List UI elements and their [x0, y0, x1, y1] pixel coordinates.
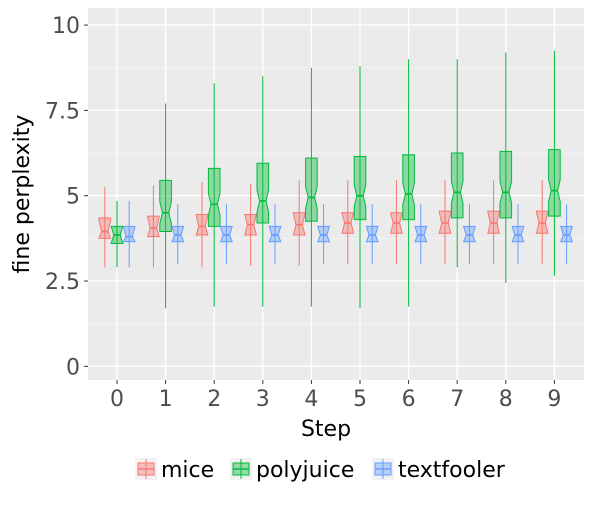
- box-textfooler-5: [365, 204, 379, 264]
- box-polyjuice-1: [159, 103, 172, 309]
- box-polyjuice-3: [256, 76, 270, 307]
- x-tick-label: 6: [402, 387, 416, 412]
- box-mice-8: [487, 180, 501, 264]
- box-textfooler-3: [268, 204, 282, 264]
- legend-item-mice: mice: [135, 458, 214, 483]
- x-tick-label: 3: [256, 387, 270, 412]
- y-tick-label: 5: [66, 185, 80, 210]
- x-axis-title: Step: [301, 417, 351, 442]
- box-textfooler-4: [317, 204, 331, 264]
- box-polyjuice-0: [110, 200, 124, 268]
- legend-label: polyjuice: [256, 458, 354, 483]
- box-mice-6: [389, 180, 403, 264]
- box-body: [256, 162, 270, 224]
- box-mice-9: [535, 180, 549, 264]
- x-tick-label: 7: [450, 387, 464, 412]
- box-textfooler-0: [122, 200, 136, 268]
- box-mice-0: [98, 187, 112, 268]
- box-mice-5: [341, 180, 355, 264]
- x-tick-label: 4: [304, 387, 318, 412]
- x-tick-label: 8: [499, 387, 513, 412]
- box-body: [207, 167, 221, 227]
- y-tick-label: 10: [52, 14, 80, 39]
- box-body: [487, 210, 501, 234]
- box-textfooler-2: [219, 204, 233, 264]
- grid-minor: [88, 67, 584, 325]
- boxplot-layer: [98, 50, 574, 309]
- box-polyjuice-9: [548, 50, 561, 276]
- box-polyjuice-5: [353, 66, 367, 309]
- x-tick-label: 5: [353, 387, 367, 412]
- box-body: [195, 213, 209, 236]
- box-body: [159, 179, 172, 233]
- box-polyjuice-7: [450, 59, 464, 268]
- box-mice-2: [195, 182, 209, 268]
- box-mice-4: [292, 180, 306, 266]
- box-textfooler-8: [511, 204, 525, 264]
- box-body: [353, 155, 367, 221]
- box-textfooler-9: [560, 204, 574, 264]
- box-body: [98, 217, 112, 239]
- box-textfooler-6: [414, 204, 428, 264]
- x-tick-label: 0: [110, 387, 124, 412]
- y-tick-label: 7.5: [45, 99, 80, 124]
- box-body: [402, 154, 415, 221]
- box-body: [438, 210, 452, 234]
- box-textfooler-1: [171, 204, 185, 264]
- box-textfooler-7: [462, 204, 476, 264]
- box-body: [305, 157, 318, 222]
- legend: mice polyjuice textfooler: [135, 458, 506, 483]
- legend-label: mice: [161, 458, 214, 483]
- box-mice-1: [146, 185, 160, 268]
- box-body: [122, 225, 136, 243]
- box-body: [292, 212, 306, 236]
- box-polyjuice-4: [305, 67, 318, 307]
- box-body: [535, 210, 549, 234]
- legend-label: textfooler: [398, 458, 506, 483]
- box-mice-7: [438, 180, 452, 264]
- legend-item-textfooler: textfooler: [372, 458, 506, 483]
- box-mice-3: [244, 183, 258, 266]
- x-axis: 0 1 2 3 4 5 6 7 8 9: [110, 380, 561, 412]
- box-polyjuice-6: [402, 59, 415, 307]
- box-polyjuice-2: [207, 83, 221, 307]
- box-body: [450, 152, 464, 219]
- box-polyjuice-8: [499, 52, 513, 283]
- y-axis-title: fine perplexity: [10, 115, 35, 274]
- y-tick-label: 2.5: [45, 270, 80, 295]
- x-tick-label: 9: [547, 387, 561, 412]
- y-tick-label: 0: [66, 355, 80, 380]
- legend-item-polyjuice: polyjuice: [230, 458, 354, 483]
- x-tick-label: 2: [207, 387, 221, 412]
- y-axis: 0 2.5 5 7.5 10: [45, 14, 88, 380]
- box-body: [499, 150, 513, 219]
- x-tick-label: 1: [159, 387, 173, 412]
- panel-background: [88, 8, 584, 380]
- box-body: [548, 149, 561, 217]
- box-body: [146, 215, 160, 238]
